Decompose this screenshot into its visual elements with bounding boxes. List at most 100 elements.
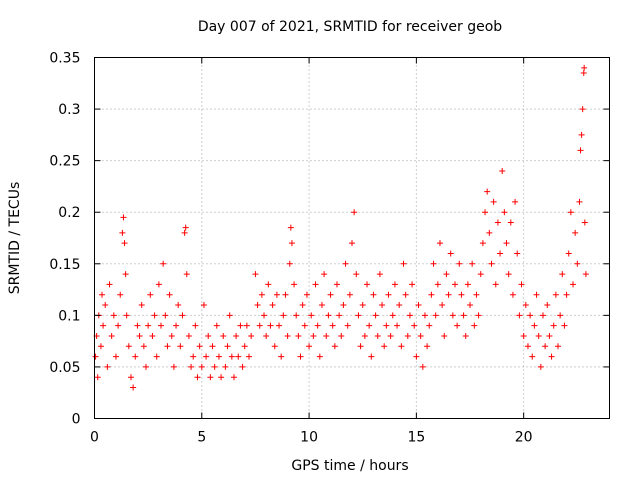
data-point: [529, 353, 536, 360]
data-point: [578, 131, 585, 138]
data-point: [110, 312, 117, 319]
data-point: [291, 281, 298, 288]
data-point: [366, 322, 373, 329]
data-point: [447, 250, 454, 257]
data-point: [310, 332, 317, 339]
data-point: [333, 281, 340, 288]
data-point: [233, 332, 240, 339]
data-point: [567, 209, 574, 216]
data-point: [490, 198, 497, 205]
data-point: [452, 281, 458, 288]
data-point: [353, 271, 360, 278]
data-point: [520, 332, 527, 339]
data-point: [183, 271, 190, 278]
data-point: [265, 281, 272, 288]
data-points: [92, 64, 589, 391]
data-point: [149, 332, 156, 339]
y-tick-labels: 0 0.05 0.1 0.15 0.2 0.25 0.3 0.35: [49, 51, 80, 428]
data-point: [97, 343, 104, 350]
data-point: [166, 291, 173, 298]
data-point: [581, 219, 588, 226]
data-point: [449, 312, 456, 319]
data-point: [179, 312, 186, 319]
y-tick-label: 0.05: [49, 360, 80, 376]
data-point: [147, 291, 154, 298]
data-point: [469, 260, 476, 267]
data-point: [432, 312, 439, 319]
x-axis-label: GPS time / hours: [291, 458, 408, 474]
data-point: [561, 322, 568, 329]
data-point: [318, 302, 325, 309]
data-point: [123, 312, 130, 319]
data-point: [381, 343, 388, 350]
data-point: [482, 209, 489, 216]
data-point: [136, 332, 143, 339]
data-point: [104, 363, 111, 370]
data-point: [402, 291, 409, 298]
data-point: [303, 291, 310, 298]
data-point: [284, 332, 291, 339]
data-point: [383, 322, 390, 329]
data-point: [439, 302, 446, 309]
x-tick-label: 0: [90, 430, 99, 446]
data-point: [329, 322, 336, 329]
data-point: [119, 229, 126, 236]
data-point: [531, 322, 538, 329]
chart-title: Day 007 of 2021, SRMTID for receiver geo…: [198, 19, 502, 35]
data-point: [200, 302, 207, 309]
data-point: [209, 343, 216, 350]
data-point: [106, 281, 113, 288]
data-point: [134, 322, 141, 329]
data-point: [428, 291, 435, 298]
data-point: [177, 343, 184, 350]
data-point: [218, 374, 225, 381]
data-point: [143, 363, 149, 370]
data-point: [271, 343, 278, 350]
data-point: [572, 229, 579, 236]
data-point: [213, 322, 220, 329]
data-point: [518, 281, 525, 288]
data-point: [273, 291, 280, 298]
data-point: [546, 332, 553, 339]
data-point: [374, 332, 381, 339]
data-point: [581, 64, 588, 71]
data-point: [434, 281, 441, 288]
data-point: [203, 353, 210, 360]
data-point: [314, 322, 321, 329]
data-point: [297, 353, 304, 360]
data-point: [340, 302, 347, 309]
data-point: [539, 312, 546, 319]
data-point: [372, 312, 379, 319]
y-tick-label: 0.2: [58, 205, 80, 221]
data-point: [565, 250, 572, 257]
data-point: [239, 363, 246, 370]
data-point: [580, 69, 587, 76]
data-point: [342, 260, 349, 267]
data-point: [198, 363, 205, 370]
data-point: [477, 271, 484, 278]
data-point: [533, 291, 540, 298]
data-point: [288, 240, 295, 247]
data-point: [507, 219, 514, 226]
data-point: [194, 374, 201, 381]
data-point: [349, 240, 355, 247]
data-point: [424, 343, 431, 350]
x-tick-label: 20: [515, 430, 533, 446]
data-point: [222, 363, 229, 370]
data-point: [173, 322, 180, 329]
data-point: [357, 343, 364, 350]
y-tick-label: 0.3: [58, 102, 80, 118]
data-point: [145, 322, 152, 329]
data-point: [413, 353, 420, 360]
data-point: [181, 229, 188, 236]
data-point: [306, 343, 313, 350]
data-point: [308, 312, 315, 319]
data-point: [230, 374, 237, 381]
data-point: [351, 209, 358, 216]
data-point: [497, 250, 504, 257]
data-point: [207, 374, 214, 381]
data-point: [331, 343, 338, 350]
data-point: [415, 302, 422, 309]
data-point: [299, 302, 306, 309]
data-point: [158, 322, 165, 329]
